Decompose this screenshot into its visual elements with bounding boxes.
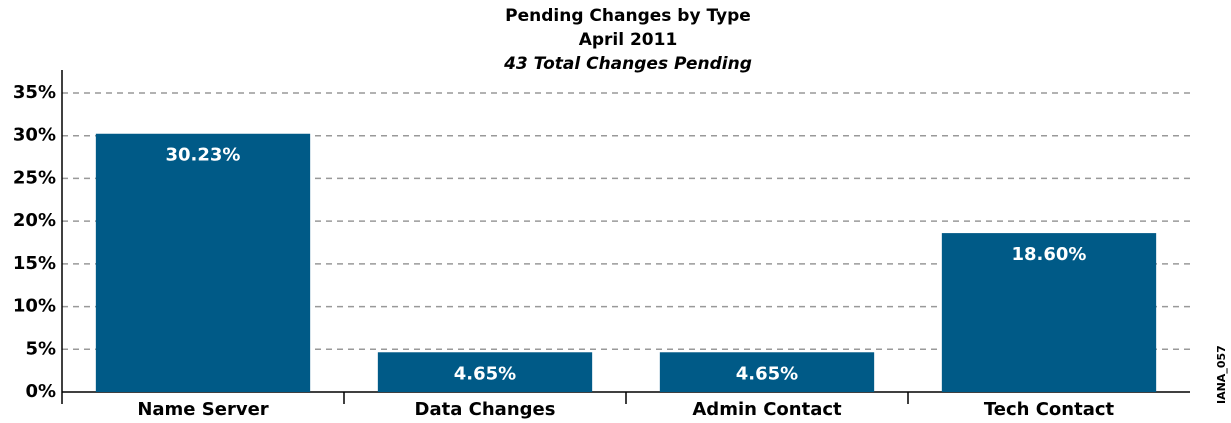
chart-subtitle: April 2011 <box>579 30 678 50</box>
y-tick-label: 5% <box>25 338 56 359</box>
x-tick-label: Admin Contact <box>692 399 842 420</box>
bar <box>377 352 593 392</box>
bar <box>95 133 311 392</box>
value-label: 4.65% <box>454 363 516 384</box>
value-label: 18.60% <box>1012 244 1087 265</box>
x-tick-label: Data Changes <box>415 399 556 420</box>
value-label: 4.65% <box>736 363 798 384</box>
y-tick-label: 15% <box>13 253 56 274</box>
x-tick-label: Tech Contact <box>984 399 1115 420</box>
y-tick-label: 0% <box>25 381 56 402</box>
chart-caption: 43 Total Changes Pending <box>503 54 752 74</box>
chart-title: Pending Changes by Type <box>505 6 751 26</box>
x-tick-label: Name Server <box>137 399 268 420</box>
y-tick-label: 20% <box>13 210 56 231</box>
value-label: 30.23% <box>166 145 241 166</box>
y-tick-label: 10% <box>13 296 56 317</box>
bar <box>941 233 1157 392</box>
bar <box>659 352 875 392</box>
side-label: IANA_057 <box>1215 345 1228 404</box>
y-tick-label: 30% <box>13 125 56 146</box>
y-tick-label: 35% <box>13 82 56 103</box>
y-tick-label: 25% <box>13 167 56 188</box>
